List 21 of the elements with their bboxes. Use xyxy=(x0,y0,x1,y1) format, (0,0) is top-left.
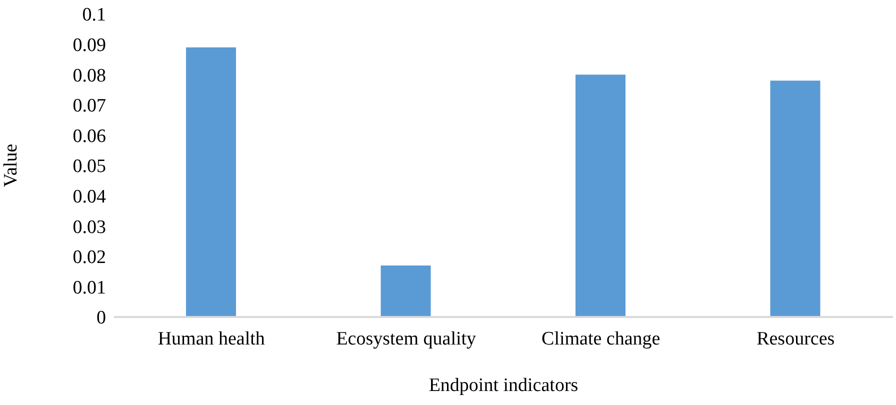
y-tick-label: 0.09 xyxy=(72,35,106,56)
y-tick-label: 0.06 xyxy=(72,126,106,147)
bar xyxy=(186,47,236,317)
y-tick-label: 0.08 xyxy=(72,65,106,86)
y-axis-title: Value xyxy=(0,144,22,188)
y-tick-label: 0.01 xyxy=(72,277,106,298)
bar xyxy=(380,265,431,317)
x-axis-title: Endpoint indicators xyxy=(428,375,578,396)
x-tick-label: Climate change xyxy=(542,328,660,350)
x-tick-label: Ecosystem quality xyxy=(336,328,477,350)
x-tick-label: Human health xyxy=(158,328,266,350)
y-tick-label: 0.03 xyxy=(72,216,106,238)
bar xyxy=(770,80,820,317)
y-tick-label: 0.07 xyxy=(72,96,106,117)
y-tick-label: 0.1 xyxy=(82,4,106,26)
y-tick-label: 0.05 xyxy=(72,156,106,178)
x-tick-label: Resources xyxy=(756,328,835,350)
bar xyxy=(576,74,626,317)
y-tick-label: 0.02 xyxy=(72,247,106,268)
y-tick-label: 0 xyxy=(96,308,106,329)
y-tick-label: 0.04 xyxy=(72,186,106,208)
